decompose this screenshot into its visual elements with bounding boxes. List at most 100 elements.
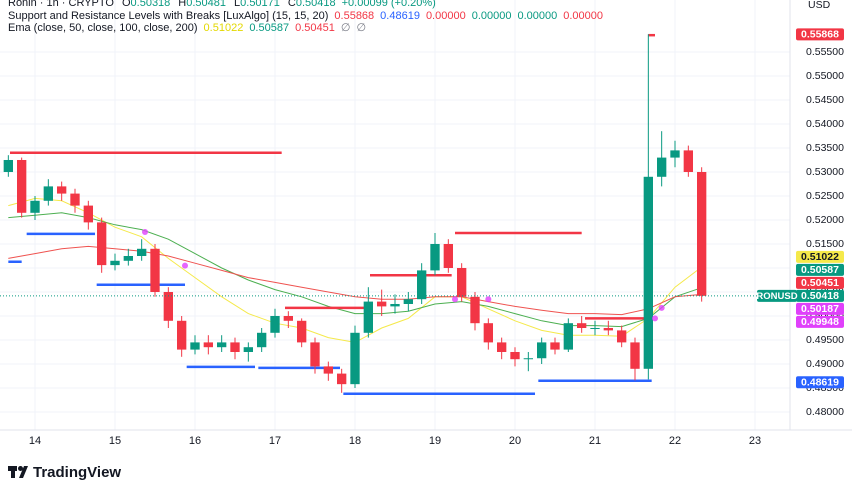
symbol: Ronin · 1h · CRYPTO — [8, 0, 114, 9]
x-tick-label: 22 — [669, 435, 681, 447]
candle-body — [97, 222, 107, 266]
candle-body — [470, 296, 480, 324]
candle-body — [457, 267, 467, 297]
ohlc-key: C — [288, 0, 296, 9]
candle-body — [337, 373, 347, 385]
cross-point — [142, 228, 148, 235]
ema-line — [8, 245, 702, 316]
symbol-tag — [757, 289, 797, 302]
price-tag-label: 0.51022 — [801, 251, 839, 263]
candle-body — [483, 323, 493, 343]
price-tag-label: 0.50451 — [801, 277, 839, 289]
indicator-value: 0.50451 — [295, 22, 335, 34]
indicator-value: 0.00000 — [563, 10, 603, 22]
cross-point — [652, 315, 658, 322]
y-tick-label: 0.54500 — [806, 94, 844, 106]
logo-dot — [18, 466, 23, 471]
candle-body — [297, 320, 307, 343]
candle-body — [150, 248, 160, 292]
price-tag — [796, 276, 844, 289]
candle-body — [363, 301, 373, 333]
candle-body — [323, 366, 333, 374]
candle-body — [177, 320, 187, 350]
candle-body — [430, 243, 440, 271]
candle-body — [243, 347, 253, 352]
y-tick-label: 0.52500 — [806, 190, 844, 202]
candle-body — [230, 342, 240, 352]
price-tag — [796, 376, 844, 389]
x-tick-label: 15 — [109, 435, 121, 447]
price-tag — [796, 28, 844, 41]
candle-body — [537, 342, 547, 359]
candle-body — [510, 351, 520, 360]
x-tick-label: 17 — [269, 435, 281, 447]
y-tick-label: 0.52000 — [806, 214, 844, 226]
price-tag-label: 0.50418 — [801, 290, 839, 302]
candle-body — [57, 186, 67, 194]
indicator-line: Ema (close, 50, close, 100, close, 200) 0… — [8, 22, 366, 34]
price-tag-label: 0.50187 — [801, 303, 839, 315]
candle-body — [270, 315, 280, 333]
ohlc-value: 0.50481 — [186, 0, 226, 9]
indicator-value: 0.55868 — [334, 10, 374, 22]
ohlc-key: L — [234, 0, 240, 9]
x-tick-label: 18 — [349, 435, 361, 447]
y-tick-label: 0.51500 — [806, 238, 844, 250]
indicator-line: Support and Resistance Levels with Break… — [8, 10, 603, 22]
indicator-value: 0.00000 — [472, 10, 512, 22]
currency: USD — [808, 0, 831, 11]
candle-body — [523, 358, 533, 360]
candle-body — [217, 342, 227, 348]
cross-point — [182, 262, 188, 269]
ohlc-value: 0.50171 — [240, 0, 280, 9]
cross-point — [452, 296, 458, 303]
brand-logo: TradingView — [8, 464, 121, 481]
candle-body — [30, 200, 40, 213]
price-tag-label: 0.48619 — [801, 377, 839, 389]
price-tag — [796, 302, 844, 315]
y-tick-label: 0.53500 — [806, 142, 844, 154]
candle-body — [350, 332, 360, 385]
price-tag — [796, 289, 844, 302]
indicator-value: 0.51022 — [204, 22, 244, 34]
price-tag-label: 0.50587 — [801, 264, 839, 276]
candle-body — [443, 243, 453, 268]
indicator-value: 0.48619 — [380, 10, 420, 22]
indicator-value: 0.00000 — [426, 10, 466, 22]
cross-point — [658, 304, 665, 311]
indicator-value: ∅ — [356, 22, 366, 34]
logo-slash — [19, 466, 28, 478]
candle-body — [17, 159, 27, 213]
candle-body — [403, 299, 413, 304]
logo-stem — [11, 466, 15, 478]
candle-body — [257, 332, 267, 348]
candle-body — [283, 315, 293, 321]
candle-body — [643, 176, 653, 369]
y-tick-label: 0.55500 — [806, 46, 844, 58]
candle-body — [137, 248, 147, 256]
plot-area — [0, 33, 790, 396]
candle-body — [3, 159, 14, 172]
candle-body — [697, 171, 707, 296]
candle-body — [657, 157, 667, 177]
y-tick-label: 0.48000 — [806, 406, 844, 418]
y-tick-label: 0.55000 — [806, 70, 844, 82]
price-tag — [796, 263, 844, 276]
candle-body — [417, 270, 427, 300]
candle-body — [603, 327, 613, 331]
candle-body — [390, 303, 400, 307]
candle-body — [590, 327, 600, 329]
indicator-name: Ema (close, 50, close, 100, close, 200) — [8, 22, 198, 34]
candle-body — [123, 255, 133, 261]
candle-body — [190, 342, 200, 350]
price-tag — [796, 315, 844, 328]
x-tick-label: 23 — [749, 435, 761, 447]
y-tick-label: 0.54000 — [806, 118, 844, 130]
y-tick-label: 0.49000 — [806, 358, 844, 370]
candle-body — [550, 342, 560, 350]
candle-body — [630, 342, 640, 369]
x-tick-label: 19 — [429, 435, 441, 447]
candle-body — [497, 342, 507, 352]
header: Ronin · 1h · CRYPTO O0.50318 H0.50481 L0.50… — [8, 0, 603, 34]
